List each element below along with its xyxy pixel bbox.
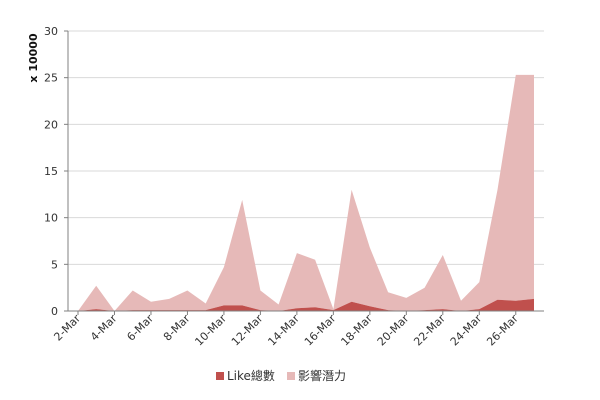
y-tick-labels: 0 5 10 15 20 25 30 xyxy=(44,25,58,318)
legend-swatch xyxy=(216,372,224,380)
y-tick-label: 20 xyxy=(44,118,58,131)
x-tick-label: 18-Mar xyxy=(338,312,375,349)
series-area xyxy=(78,298,534,311)
x-tick-label: 22-Mar xyxy=(411,312,448,349)
x-tick-label: 10-Mar xyxy=(192,312,229,349)
legend-swatch xyxy=(287,372,295,380)
x-tick-label: 8-Mar xyxy=(161,312,193,344)
legend: Like總數 影響潛力 xyxy=(216,368,346,383)
x-tick-label: 12-Mar xyxy=(229,312,266,349)
y-axis-label: x 10000 xyxy=(27,33,40,83)
y-tick-label: 30 xyxy=(44,25,58,38)
x-tick-label: 26-Mar xyxy=(484,312,521,349)
legend-label: 影響潛力 xyxy=(298,368,346,383)
axes xyxy=(64,30,544,315)
x-tick-label: 24-Mar xyxy=(448,312,485,349)
y-tick-label: 15 xyxy=(44,165,58,178)
x-tick-label: 14-Mar xyxy=(265,312,302,349)
legend-label: Like總數 xyxy=(227,368,275,383)
x-tick-label: 20-Mar xyxy=(375,312,412,349)
y-tick-label: 10 xyxy=(44,212,58,225)
x-tick-label: 16-Mar xyxy=(302,312,339,349)
y-tick-label: 0 xyxy=(51,305,58,318)
gridlines xyxy=(68,30,544,265)
y-tick-label: 5 xyxy=(51,258,58,271)
series-area xyxy=(78,74,534,312)
y-tick-label: 25 xyxy=(44,72,58,85)
x-tick-label: 6-Mar xyxy=(124,312,156,344)
x-tick-labels: 2-Mar 4-Mar 6-Mar 8-Mar 10-Mar 12-Mar 14-Mar 16… xyxy=(51,312,521,349)
series-areas xyxy=(78,74,534,312)
x-tick-label: 4-Mar xyxy=(88,312,120,344)
